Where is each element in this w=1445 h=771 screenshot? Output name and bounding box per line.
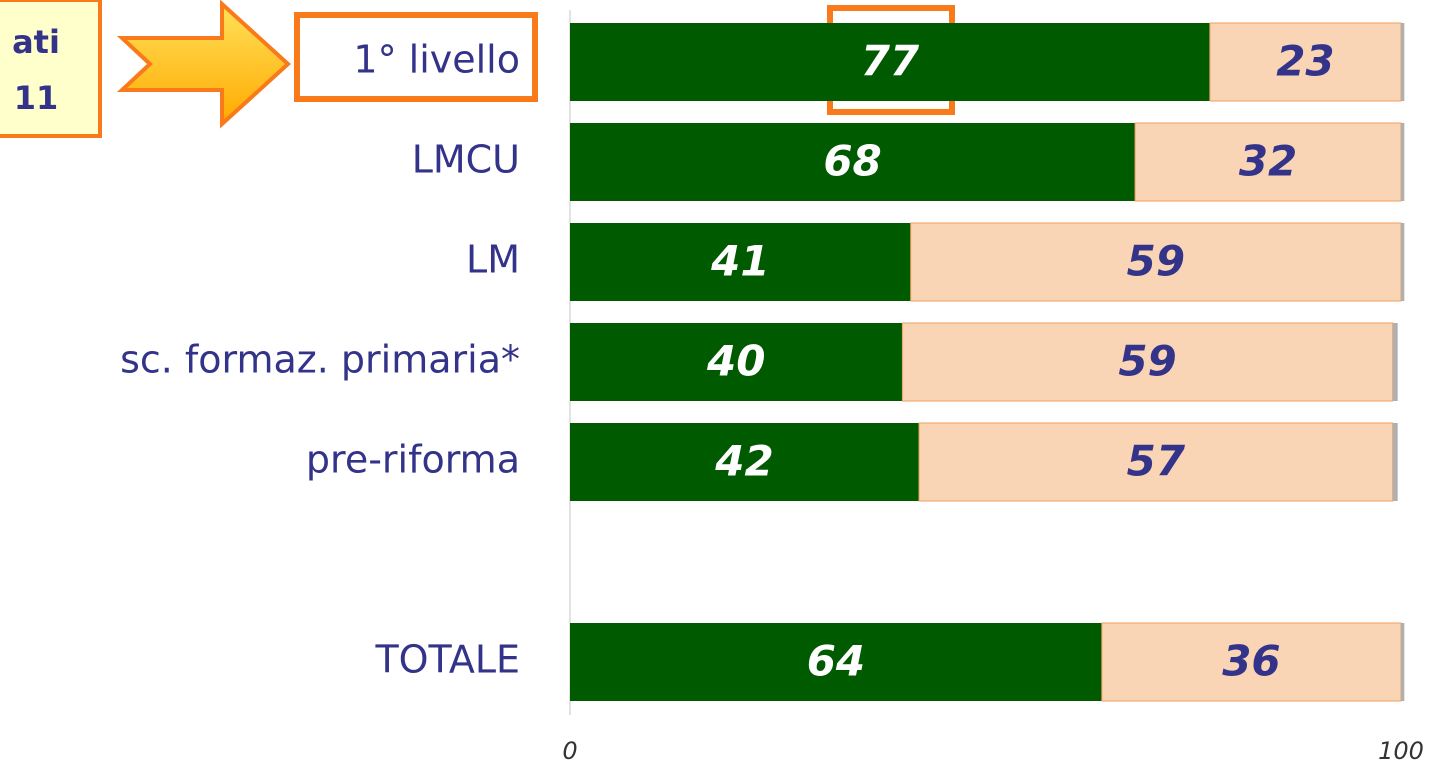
highlight-box (294, 12, 538, 102)
value-label: 23 (1276, 37, 1334, 86)
value-label: 68 (823, 137, 881, 186)
value-label: 41 (710, 237, 769, 286)
arrow (116, 0, 291, 129)
bar-segment (918, 422, 1394, 502)
bar-segment (570, 123, 1136, 201)
value-label: 57 (1127, 437, 1186, 486)
value-label: 59 (1118, 337, 1176, 386)
value-label: 36 (1222, 637, 1280, 686)
bar-segment (1392, 323, 1398, 401)
y-tick-label: sc. formaz. primaria* (120, 338, 520, 382)
value-label: 42 (714, 437, 773, 486)
bar-segment (570, 323, 903, 401)
bar-segment (1401, 623, 1405, 701)
bar-segment (1401, 123, 1405, 201)
y-tick-label: 1° livello (353, 38, 520, 82)
bar-segment (1134, 122, 1402, 202)
annotation: 11 (14, 79, 59, 117)
x-tick-label: 0 (562, 737, 577, 765)
bar-segment (570, 223, 911, 301)
bar-segment (570, 423, 920, 501)
bar-segment (570, 623, 1102, 701)
value-label: 59 (1127, 237, 1185, 286)
bar-segment (901, 322, 1394, 402)
bar-segment (1392, 423, 1398, 501)
bar-segment (570, 23, 1210, 101)
note-box (0, 0, 102, 138)
value-label: 32 (1239, 137, 1297, 186)
value-label: 40 (706, 337, 765, 386)
y-tick-label: LMCU (412, 138, 520, 182)
bar-segment (1401, 223, 1405, 301)
y-tick-label: pre-riforma (306, 438, 520, 482)
value-label: 77 (861, 37, 920, 86)
bar-segment (910, 222, 1402, 302)
y-tick-label: LM (466, 238, 520, 282)
value-label: 64 (807, 637, 865, 686)
x-tick-label: 100 (1378, 737, 1424, 765)
bar-segment (1401, 23, 1405, 101)
y-tick-label: TOTALE (374, 638, 520, 682)
annotation: ati (12, 23, 60, 61)
